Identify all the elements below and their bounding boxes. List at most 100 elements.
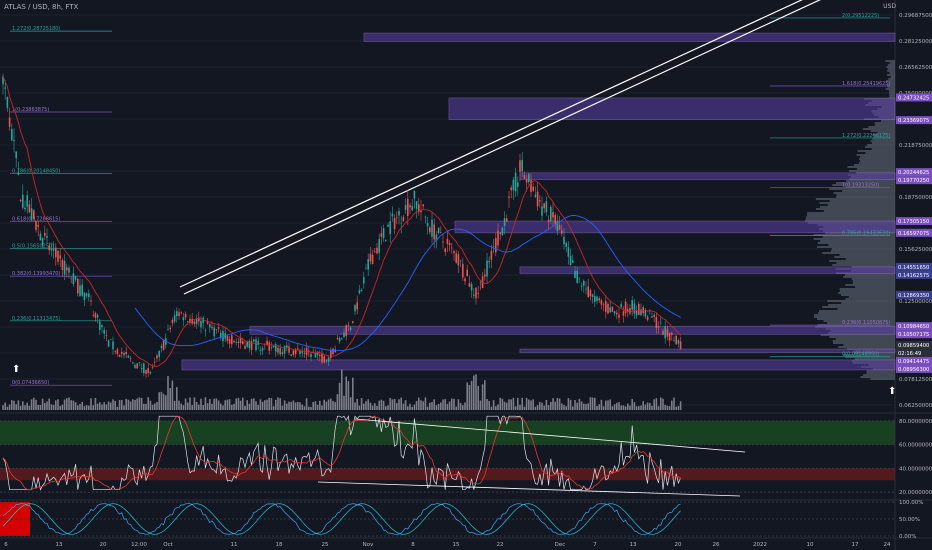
moving-average-short [2, 76, 681, 367]
candle-body [11, 129, 13, 141]
candle-body [569, 255, 572, 266]
volume-profile-bar [815, 198, 895, 200]
stoch-tick-label: 0.00% [899, 534, 916, 540]
volume-bar [466, 382, 468, 410]
candle-body [508, 196, 510, 198]
volume-bar [462, 405, 464, 410]
candle-body [99, 321, 101, 330]
candle-body [72, 273, 75, 284]
candle-body [517, 182, 519, 187]
volume-bar [112, 399, 114, 410]
volume-profile-bar [843, 276, 895, 278]
volume-bar [495, 406, 497, 410]
volume-bar [627, 403, 629, 410]
volume-bar [66, 398, 68, 410]
volume-bar [547, 405, 550, 410]
candle-body [633, 303, 636, 314]
candle-body [616, 312, 618, 315]
candle-body [195, 318, 198, 324]
price-label-badge [896, 340, 932, 349]
candle-body [19, 200, 22, 202]
candle-body [415, 201, 418, 209]
volume-bar [657, 406, 660, 410]
candle-body [587, 286, 589, 298]
volume-bar [341, 369, 343, 410]
candle-body [143, 363, 145, 374]
volume-bar [477, 385, 479, 410]
volume-bar [90, 398, 92, 410]
volume-bar [242, 397, 244, 410]
volume-bar [79, 404, 81, 410]
volume-bar [490, 406, 493, 410]
volume-bar [303, 406, 306, 410]
volume-profile-bar [885, 88, 895, 90]
volume-bar [481, 384, 484, 410]
volume-bar [536, 405, 539, 410]
volume-bar [180, 403, 182, 410]
volume-bar [519, 404, 521, 410]
volume-bar [235, 398, 237, 410]
candle-body [325, 360, 328, 362]
volume-profile-bar [822, 236, 895, 238]
candle-body [125, 352, 127, 355]
symbol-title[interactable]: ATLAS / USD, 8h, FTX [4, 3, 79, 11]
volume-bar [415, 400, 418, 410]
price-tick-label: 0.21875000 [899, 143, 932, 149]
candle-body [136, 363, 138, 369]
rsi-tick-label: 80.00000000 [899, 419, 932, 425]
volume-bar [286, 403, 288, 410]
volume-bar [525, 397, 528, 410]
candle-body [68, 267, 70, 273]
candle-body [211, 326, 213, 329]
candle-body [576, 270, 578, 283]
candle-body [200, 320, 202, 328]
volume-profile-bar [864, 146, 895, 148]
candle-body [343, 332, 345, 338]
volume-bar [189, 397, 191, 410]
volume-profile-bar [828, 244, 895, 246]
volume-bar [151, 404, 154, 410]
price-label-text: 0.12869350 [898, 293, 929, 299]
candle-body [35, 221, 37, 230]
volume-profile-bar [871, 148, 895, 150]
time-tick-label: 6 [4, 542, 8, 548]
price-label-text: 0.09859400 [898, 343, 929, 349]
volume-bar [114, 400, 116, 410]
volume-bar [195, 402, 198, 410]
candle-body [530, 180, 532, 193]
volume-bar [99, 402, 101, 410]
volume-bar [459, 403, 462, 410]
candle-body [591, 294, 594, 297]
volume-bar [420, 400, 422, 410]
volume-profile-bar [835, 338, 895, 340]
time-tick-label: Nov [363, 542, 374, 548]
candle-body [418, 204, 420, 213]
candle-body [600, 300, 603, 305]
volume-profile-bar [848, 296, 895, 298]
candle-body [209, 324, 211, 328]
volume-bar [451, 398, 453, 410]
volume-profile-bar [854, 286, 895, 288]
volume-profile-bar [834, 256, 895, 258]
volume-bar [94, 398, 97, 410]
candle-body [132, 362, 134, 364]
volume-bar [565, 406, 567, 410]
candle-body [57, 250, 59, 262]
candle-body [446, 238, 449, 244]
candle-body [510, 187, 512, 191]
price-tick-label: 0.15625000 [899, 247, 932, 253]
volume-bar [48, 398, 50, 410]
volume-profile-bar [829, 336, 895, 338]
candle-body [528, 174, 530, 183]
volume-bar [407, 406, 409, 410]
volume-bar [191, 405, 193, 410]
stoch-tick-label: 50.00% [899, 517, 920, 523]
candle-body [378, 238, 380, 253]
volume-profile-bar [887, 68, 895, 70]
volume-bar [129, 401, 132, 410]
candle-body [160, 346, 163, 348]
volume-bar [343, 395, 345, 410]
candle-body [433, 224, 435, 240]
candle-body [154, 361, 156, 363]
